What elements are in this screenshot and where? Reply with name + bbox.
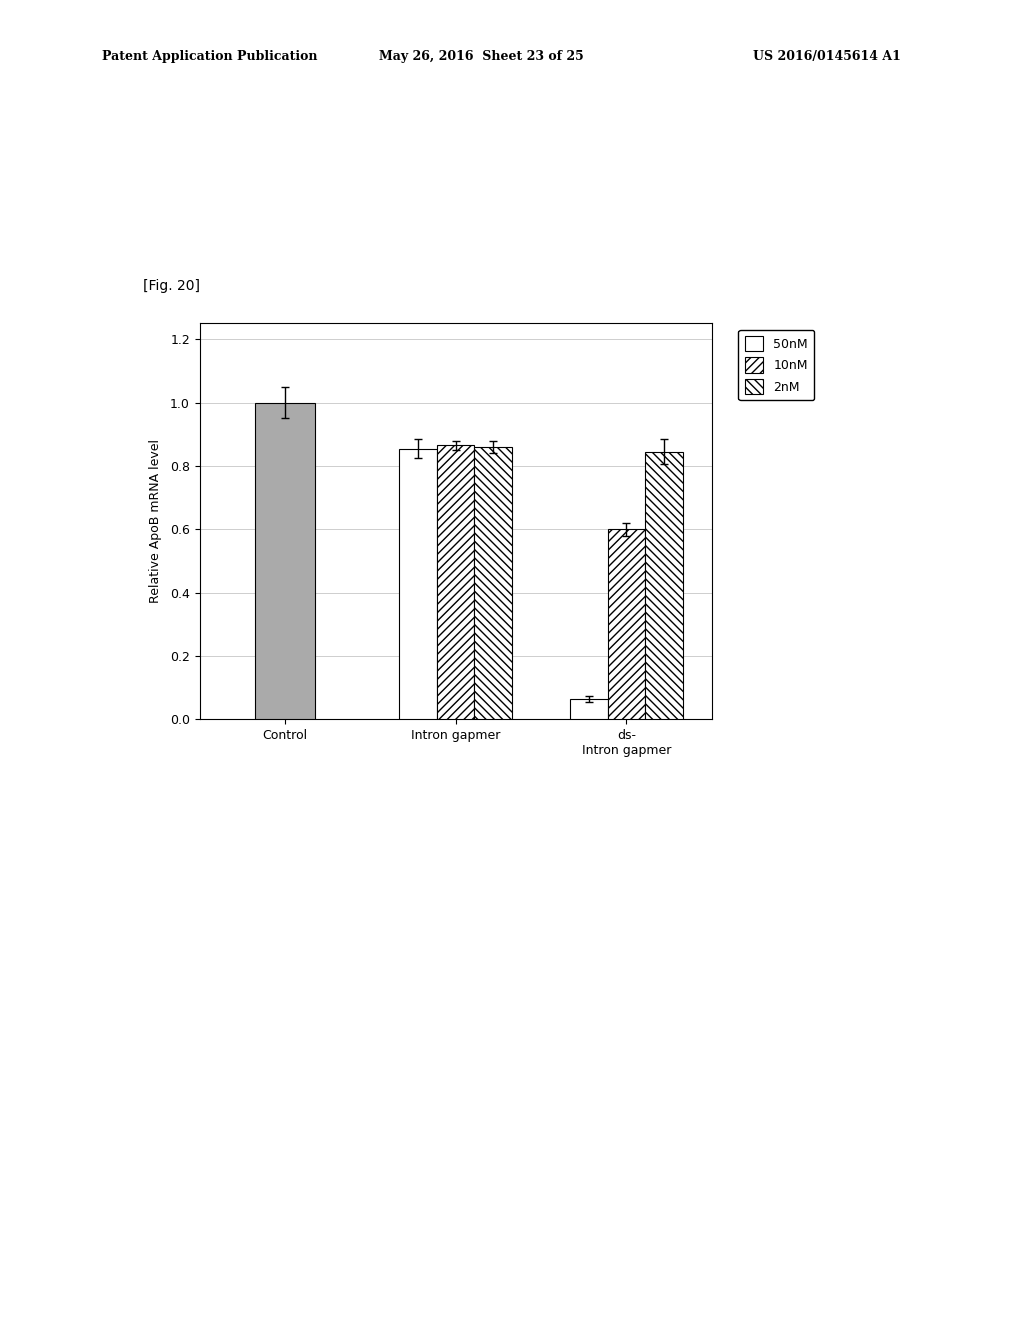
Bar — [474, 447, 512, 719]
Bar — [645, 451, 683, 719]
Text: US 2016/0145614 A1: US 2016/0145614 A1 — [754, 50, 901, 63]
Text: [Fig. 20]: [Fig. 20] — [143, 279, 201, 293]
Legend: 50nM, 10nM, 2nM: 50nM, 10nM, 2nM — [738, 330, 814, 400]
Bar — [255, 403, 315, 719]
Bar — [570, 698, 607, 719]
Bar — [437, 445, 474, 719]
Text: May 26, 2016  Sheet 23 of 25: May 26, 2016 Sheet 23 of 25 — [379, 50, 584, 63]
Text: Patent Application Publication: Patent Application Publication — [102, 50, 317, 63]
Y-axis label: Relative ApoB mRNA level: Relative ApoB mRNA level — [148, 440, 162, 603]
Bar — [399, 449, 437, 719]
Bar — [607, 529, 645, 719]
